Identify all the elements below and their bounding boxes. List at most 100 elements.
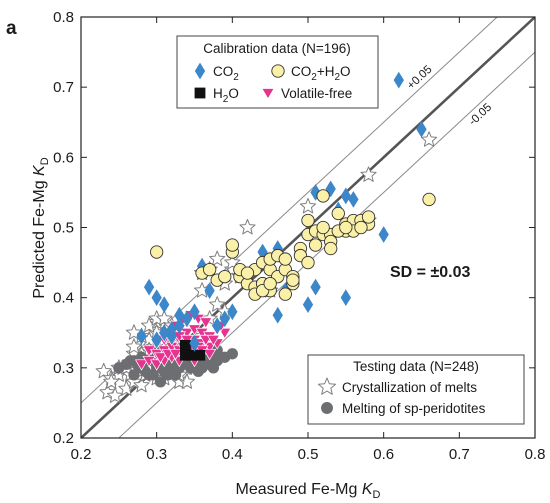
point-co2-h2o (339, 220, 353, 235)
point-co2-h2o (354, 220, 368, 235)
point-melting-of-sp-peridotites (207, 362, 220, 374)
point-co2 (151, 331, 162, 349)
y-axis-title: Predicted Fe-Mg KD (31, 157, 51, 298)
y-axis: 0.2 0.3 0.4 0.5 0.6 0.7 0.8 (53, 9, 535, 447)
point-crystallization-of-melts (103, 373, 120, 389)
point-co2 (212, 317, 223, 335)
point-crystallization-of-melts (95, 362, 112, 379)
point-h2o (186, 349, 198, 361)
legend-symbol-h2o (194, 87, 206, 99)
point-co2-h2o (218, 269, 232, 284)
sd-annotation: SD = ±0.03 (390, 264, 470, 281)
point-co2-h2o (316, 189, 330, 203)
legend-label-co2: CO2 (213, 64, 239, 83)
point-co2-h2o (361, 210, 376, 224)
point-co2 (227, 303, 238, 321)
y-tick-label: 0.7 (53, 79, 74, 96)
x-tick-label: 0.5 (298, 446, 319, 463)
point-melting-of-sp-peridotites (169, 369, 182, 381)
point-co2 (174, 317, 185, 335)
point-co2 (272, 306, 283, 324)
legend-symbol-melting-of-sp-peridotites (321, 402, 333, 414)
point-melting-of-sp-peridotites (226, 348, 238, 360)
point-co2 (143, 278, 155, 296)
reference-label-minus: -0.05 (467, 101, 494, 128)
x-axis-title: Measured Fe-Mg KD (236, 481, 381, 501)
legend-label-crystallization: Crystallization of melts (342, 380, 477, 395)
point-co2-h2o (263, 276, 277, 291)
point-crystallization-of-melts (299, 197, 317, 214)
point-co2 (340, 187, 351, 205)
point-crystallization-of-melts (106, 387, 124, 403)
x-tick-label: 0.2 (71, 446, 92, 463)
point-co2 (166, 320, 177, 338)
legend-label-melting: Melting of sp-peridotites (342, 401, 486, 416)
point-co2 (393, 71, 404, 89)
y-tick-label: 0.8 (53, 9, 74, 26)
point-crystallization-of-melts (209, 296, 226, 312)
x-axis: 0.2 0.3 0.4 0.5 0.6 0.7 0.8 (71, 17, 546, 463)
data-markers (95, 71, 438, 403)
series-h2o (180, 339, 206, 361)
point-co2 (189, 303, 200, 321)
series-co2-h2o (150, 189, 436, 301)
y-tick-label: 0.5 (53, 220, 74, 237)
point-co2-h2o (240, 266, 255, 280)
point-co2 (416, 120, 427, 138)
reference-label-plus: +0.05 (405, 63, 434, 92)
point-melting-of-sp-peridotites (124, 355, 136, 367)
point-volatile-free (203, 348, 217, 361)
point-co2-h2o (324, 241, 338, 256)
point-co2-h2o (286, 273, 300, 287)
point-co2-h2o (316, 220, 330, 235)
y-tick-label: 0.4 (53, 290, 74, 307)
calibration-legend-title: Calibration data (N=196) (203, 41, 350, 56)
point-co2-h2o (202, 262, 217, 277)
legend-symbol-volatile-free (261, 88, 275, 100)
point-volatile-free (218, 327, 232, 340)
point-co2-h2o (278, 252, 292, 266)
point-co2 (302, 296, 314, 314)
point-co2 (378, 226, 389, 243)
point-crystallization-of-melts (420, 131, 438, 147)
point-co2-h2o (301, 255, 315, 270)
y-tick-label: 0.2 (53, 430, 74, 447)
legend-label-h2o: H2O (213, 86, 239, 105)
x-tick-label: 0.7 (449, 446, 470, 463)
point-crystallization-of-melts (209, 250, 226, 267)
point-crystallization-of-melts (133, 376, 150, 393)
point-co2 (340, 289, 351, 307)
point-co2 (174, 306, 185, 324)
point-volatile-free (199, 317, 213, 329)
testing-legend-box (307, 354, 525, 425)
legend-symbol-crystallization-of-melts (317, 377, 337, 395)
calibration-legend: Calibration data (N=196) CO2 CO2+H2O H2O… (176, 35, 379, 109)
point-co2-h2o (225, 238, 239, 252)
point-co2 (136, 327, 147, 345)
point-co2 (310, 278, 321, 296)
point-co2-h2o (150, 245, 164, 259)
testing-legend: Testing data (N=248) Crystallization of … (307, 354, 525, 425)
point-h2o (180, 339, 191, 351)
point-volatile-free (168, 348, 183, 361)
legend-label-volatile-free: Volatile-free (281, 86, 352, 101)
point-co2 (189, 334, 200, 352)
series-co2 (136, 71, 427, 352)
point-co2-h2o (308, 238, 323, 252)
x-tick-label: 0.3 (146, 446, 167, 463)
x-tick-label: 0.6 (373, 446, 394, 463)
y-tick-label: 0.6 (53, 149, 74, 166)
point-co2-h2o (331, 206, 345, 221)
point-co2 (348, 191, 359, 208)
point-crystallization-of-melts (360, 166, 377, 182)
point-melting-of-sp-peridotites (139, 365, 151, 377)
x-tick-label: 0.8 (525, 446, 546, 463)
legend-symbol-co2-h2o (271, 64, 285, 78)
point-volatile-free (206, 334, 221, 347)
point-crystallization-of-melts (156, 310, 173, 326)
point-co2 (219, 310, 230, 328)
point-volatile-free (153, 352, 168, 364)
panel-label: a (6, 18, 17, 39)
point-co2 (159, 296, 170, 314)
